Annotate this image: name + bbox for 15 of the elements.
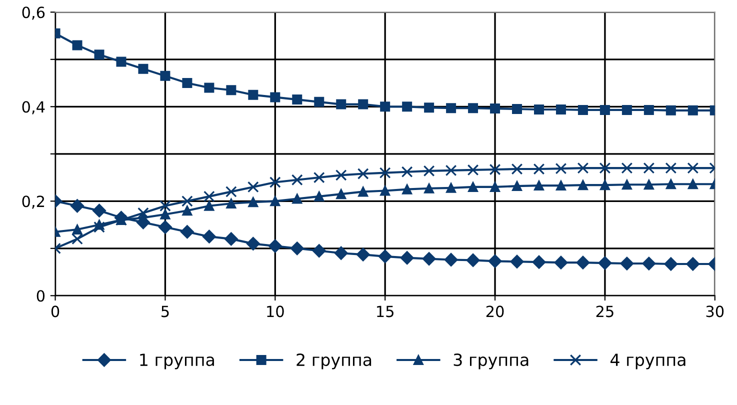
legend-label: 4 группа <box>610 354 686 370</box>
x-tick-label: 15 <box>377 306 394 318</box>
x-tick-label: 10 <box>267 306 284 318</box>
y-tick-label: 0,6 <box>22 6 45 20</box>
legend-label: 2 группа <box>296 353 372 370</box>
x-tick-label: 30 <box>706 306 724 318</box>
x-tick-label: 25 <box>596 306 614 318</box>
y-tick-label: 0 <box>36 290 45 302</box>
y-tick-label: 0,4 <box>22 101 45 114</box>
x-tick-label: 0 <box>51 306 60 318</box>
x-tick-label: 20 <box>486 306 504 318</box>
y-tick-label: 0,2 <box>22 196 44 209</box>
legend-label: 3 группа <box>454 353 528 370</box>
legend-label: 1 группа <box>140 354 214 370</box>
x-tick-label: 5 <box>162 306 169 318</box>
